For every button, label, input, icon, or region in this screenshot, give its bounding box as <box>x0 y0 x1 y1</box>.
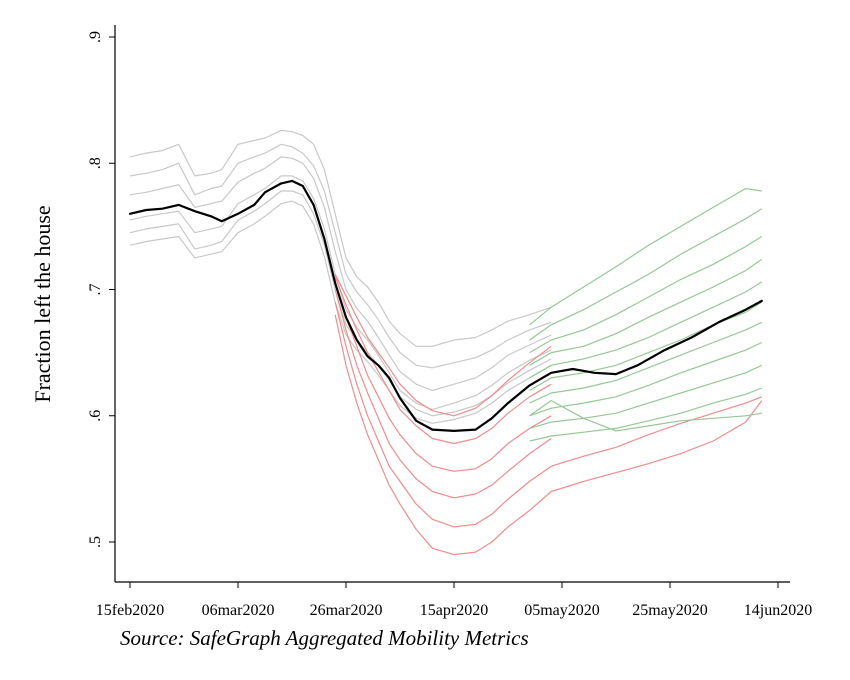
band-line-red-12 <box>551 400 763 493</box>
y-tick-label: .6 <box>87 410 104 422</box>
band-line-red-11 <box>334 274 552 417</box>
x-tick-label: 14jun2020 <box>744 602 812 619</box>
band-lines <box>129 129 763 556</box>
x-tick-label: 15apr2020 <box>420 602 488 619</box>
band-line-green-22 <box>529 364 763 429</box>
y-tick-label: .7 <box>87 284 104 296</box>
y-tick-label: .8 <box>87 157 104 169</box>
y-tick-label: .5 <box>87 536 104 548</box>
band-line-green-14 <box>529 187 762 326</box>
x-tick-label: 06mar2020 <box>202 602 275 619</box>
y-tick-label: .9 <box>87 31 104 43</box>
axes: .5 .6 .7 .8 .9 15feb2020 06mar2020 26mar2020 15a… <box>30 25 812 619</box>
average-line-group <box>128 179 763 432</box>
x-tick-label: 25may2020 <box>632 602 708 619</box>
x-tick-label: 05may2020 <box>524 602 600 619</box>
band-line-red-9 <box>334 283 552 472</box>
band-line-green-20 <box>529 321 763 404</box>
band-line-green-17 <box>529 258 763 366</box>
band-line-pre-3 <box>129 175 552 410</box>
x-tick-label: 26mar2020 <box>310 602 383 619</box>
average-line <box>128 179 763 432</box>
band-line-pre-5 <box>129 200 552 424</box>
source-note: Source: SafeGraph Aggregated Mobility Me… <box>120 626 529 650</box>
band-line-green-15 <box>529 208 763 341</box>
band-line-pre-1 <box>129 143 552 369</box>
band-line-green-24 <box>529 400 762 432</box>
band-line-red-7 <box>334 301 552 528</box>
band-line-red-13 <box>551 396 763 467</box>
band-line-red-8 <box>334 289 552 499</box>
band-line-pre-2 <box>129 156 552 392</box>
band-line-pre-4 <box>129 190 552 417</box>
x-tick-label: 15feb2020 <box>96 602 164 619</box>
band-line-green-18 <box>529 281 763 379</box>
band-line-red-6 <box>334 314 552 556</box>
y-axis-title: Fraction left the house <box>30 205 55 402</box>
band-line-green-19 <box>529 301 763 392</box>
band-line-red-10 <box>334 276 552 445</box>
band-line-green-16 <box>529 235 763 354</box>
band-line-green-23 <box>529 387 763 442</box>
band-line-pre-0 <box>129 129 552 347</box>
